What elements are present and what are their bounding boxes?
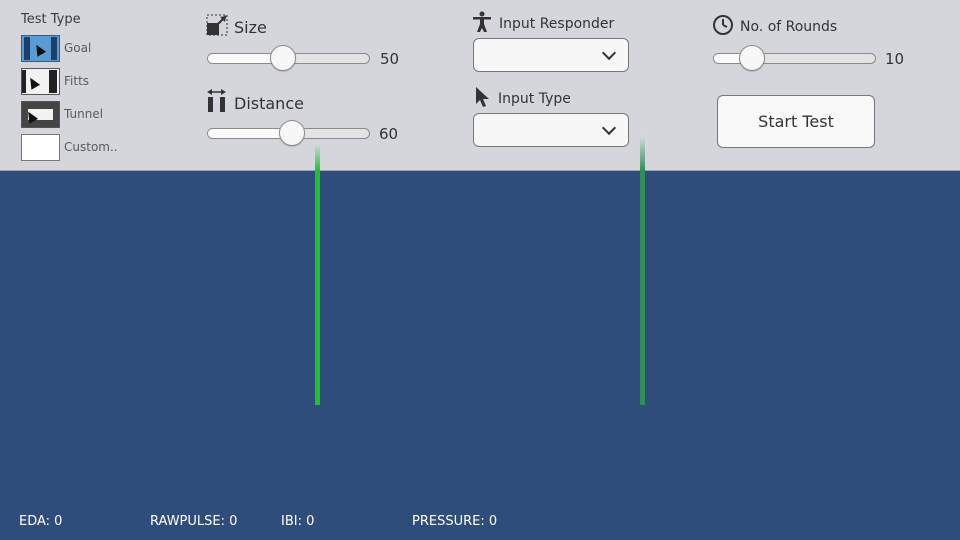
- input-responder-dropdown[interactable]: [473, 38, 629, 72]
- distance-label-group: Distance: [206, 89, 304, 117]
- test-type-fitts-label: Fitts: [64, 74, 90, 88]
- test-type-fitts[interactable]: Fitts: [21, 67, 131, 95]
- input-type-label: Input Type: [498, 91, 571, 107]
- right-target-bar[interactable]: [640, 135, 645, 405]
- test-type-tunnel[interactable]: Tunnel: [21, 100, 131, 128]
- rounds-label: No. of Rounds: [740, 19, 838, 35]
- rawpulse-readout: RAWPULSE: 0: [150, 514, 238, 529]
- goal-thumbnail-icon: [21, 34, 60, 62]
- pointer-cursor-icon: [474, 86, 492, 112]
- size-value: 50: [380, 50, 400, 68]
- test-type-tunnel-label: Tunnel: [64, 107, 104, 121]
- size-label: Size: [234, 17, 267, 37]
- input-responder-label-group: Input Responder: [471, 11, 614, 37]
- rounds-slider-knob[interactable]: [739, 45, 765, 71]
- input-responder-label: Input Responder: [499, 16, 615, 32]
- test-type-custom-label: Custom..: [64, 140, 118, 154]
- size-label-group: Size: [206, 14, 267, 40]
- input-type-dropdown[interactable]: [473, 113, 629, 147]
- size-slider[interactable]: [207, 45, 370, 71]
- rounds-value: 10: [885, 50, 905, 68]
- accessibility-person-icon: [471, 11, 493, 37]
- test-type-custom[interactable]: Custom..: [21, 133, 131, 161]
- distance-icon: [206, 89, 228, 117]
- test-type-goal-label: Goal: [64, 41, 92, 55]
- custom-thumbnail-icon: [21, 133, 60, 161]
- tunnel-thumbnail-icon: [21, 100, 60, 128]
- chevron-down-icon: [601, 45, 617, 61]
- ibi-readout: IBI: 0: [281, 514, 315, 529]
- input-type-label-group: Input Type: [474, 86, 571, 112]
- distance-slider-knob[interactable]: [279, 120, 305, 146]
- distance-label: Distance: [234, 93, 304, 113]
- test-type-goal[interactable]: Goal: [21, 34, 131, 62]
- clock-icon: [712, 14, 734, 40]
- control-panel: Test Type Goal Fitts Tunnel Custom..: [0, 0, 960, 171]
- distance-value: 60: [379, 125, 399, 143]
- size-icon: [206, 14, 228, 40]
- distance-slider[interactable]: [207, 120, 370, 146]
- fitts-thumbnail-icon: [21, 67, 60, 95]
- pressure-readout: PRESSURE: 0: [412, 514, 498, 529]
- start-test-button[interactable]: Start Test: [717, 95, 875, 148]
- rounds-slider[interactable]: [713, 45, 876, 71]
- test-canvas[interactable]: [0, 171, 960, 540]
- test-type-title: Test Type: [21, 12, 81, 27]
- rounds-label-group: No. of Rounds: [712, 14, 837, 40]
- eda-readout: EDA: 0: [19, 514, 63, 529]
- size-slider-knob[interactable]: [270, 45, 296, 71]
- chevron-down-icon: [601, 120, 617, 136]
- left-target-bar[interactable]: [315, 143, 320, 405]
